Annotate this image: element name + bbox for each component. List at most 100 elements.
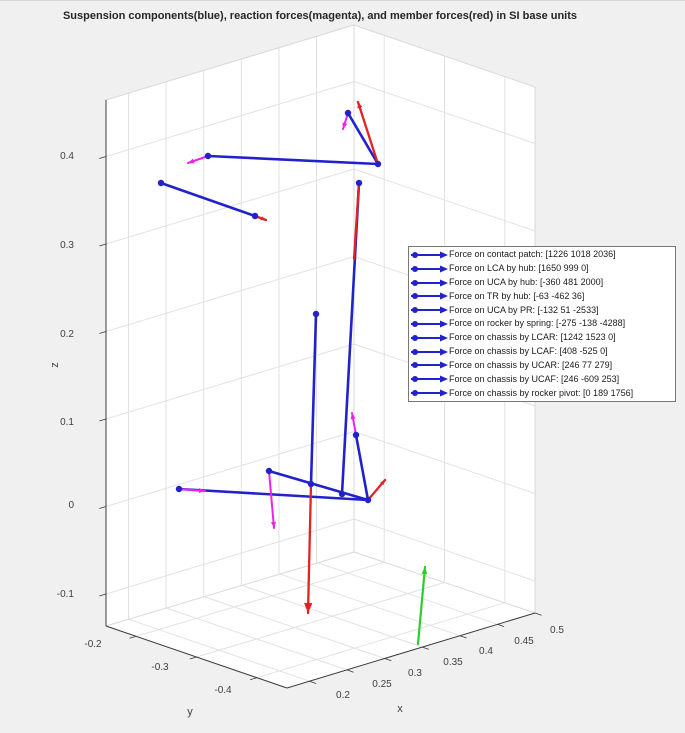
member-force-arrow-head xyxy=(260,216,266,221)
legend-item-label: Force on chassis by UCAR: [246 77 279] xyxy=(449,359,613,370)
legend-quiver-sample xyxy=(411,292,448,300)
grid-line xyxy=(105,518,355,595)
tick-mark xyxy=(99,506,107,509)
y-tick-label: -0.2 xyxy=(84,639,102,650)
legend-item-label: Force on rocker by spring: [-275 -138 -4… xyxy=(449,318,626,329)
member-line xyxy=(267,469,370,502)
z-tick-label: -0.1 xyxy=(57,589,75,600)
z-tick-label: 0.3 xyxy=(60,240,74,251)
grid-line xyxy=(105,81,355,157)
legend-item-label: Force on UCA by PR: [-132 51 -2533] xyxy=(449,304,599,315)
reaction-force-arrow-head xyxy=(198,488,205,494)
tick-mark xyxy=(384,658,392,662)
legend-quiver-sample xyxy=(411,389,448,397)
tick-mark xyxy=(99,243,107,247)
contact-normal-arrow xyxy=(416,565,427,646)
member-line xyxy=(177,487,370,502)
x-tick-label: 0.35 xyxy=(443,657,463,668)
axes-back-edge xyxy=(353,24,536,88)
joint-dot xyxy=(338,490,346,498)
legend-item-label: Force on LCA by hub: [1650 999 0] xyxy=(449,263,589,274)
tick-mark xyxy=(129,635,137,639)
tick-mark xyxy=(99,418,107,422)
legend-item-label: Force on UCA by hub: [-360 481 2000] xyxy=(449,277,604,288)
joint-dot xyxy=(265,467,273,475)
legend-quiver-sample xyxy=(411,306,448,314)
legend-item-label: Force on chassis by rocker pivot: [0 189… xyxy=(449,387,634,398)
grid-line xyxy=(128,618,310,682)
joint-dot xyxy=(312,310,320,318)
legend[interactable]: Force on contact patch: [1226 1018 2036]… xyxy=(408,246,676,402)
legend-item[interactable]: Force on UCA by PR: [-132 51 -2533] xyxy=(409,304,675,317)
legend-item[interactable]: Force on chassis by rocker pivot: [0 189… xyxy=(409,387,675,400)
legend-item[interactable]: Force on UCA by hub: [-360 481 2000] xyxy=(409,276,675,289)
legend-quiver-sample xyxy=(411,348,448,356)
tick-mark xyxy=(534,612,542,616)
joint-dot xyxy=(352,431,360,439)
x-tick-label: 0.4 xyxy=(479,646,493,657)
z-tick-label: 0 xyxy=(68,500,74,511)
member-force-arrow xyxy=(352,181,361,261)
legend-item-label: Force on contact patch: [1226 1018 2036] xyxy=(449,249,616,260)
legend-item[interactable]: Force on chassis by UCAR: [246 77 279] xyxy=(409,359,675,372)
grid-line xyxy=(353,518,536,582)
legend-quiver-sample xyxy=(411,334,448,342)
legend-quiver-sample xyxy=(411,361,448,369)
grid-line xyxy=(256,602,505,679)
z-tick-label: 0.2 xyxy=(60,329,74,340)
member-line xyxy=(354,433,370,502)
joint-dot xyxy=(374,160,382,168)
reaction-force-arrow-head xyxy=(270,521,276,528)
grid-line xyxy=(316,561,498,625)
reaction-force-arrow-head xyxy=(188,158,195,164)
axes-edge xyxy=(286,612,536,689)
legend-item[interactable]: Force on chassis by LCAR: [1242 1523 0] xyxy=(409,331,675,344)
tick-mark xyxy=(99,593,107,597)
grid-line xyxy=(105,343,355,420)
member-line xyxy=(206,154,380,166)
z-tick-label: 0.1 xyxy=(60,417,74,428)
chart-title: Suspension components(blue), reaction fo… xyxy=(62,10,578,22)
legend-item[interactable]: Force on chassis by LCAF: [408 -525 0] xyxy=(409,345,675,358)
tick-mark xyxy=(189,656,197,660)
legend-item[interactable]: Force on contact patch: [1226 1018 2036] xyxy=(409,248,675,261)
legend-quiver-sample xyxy=(411,265,448,273)
tick-mark xyxy=(309,680,317,684)
x-tick-label: 0.2 xyxy=(336,690,350,701)
member-line xyxy=(346,111,380,166)
joint-dot xyxy=(175,485,183,493)
grid-line xyxy=(203,596,385,659)
joint-dot xyxy=(355,179,363,187)
y-tick-label: -0.3 xyxy=(151,662,169,673)
grid-line xyxy=(136,561,385,637)
member-line xyxy=(159,181,257,218)
tick-mark xyxy=(99,331,107,334)
tick-mark xyxy=(459,635,467,639)
tick-mark xyxy=(249,677,257,681)
x-tick-label: 0.5 xyxy=(550,625,564,636)
axes-back-edge xyxy=(353,551,536,614)
legend-item-label: Force on chassis by UCAF: [246 -609 253] xyxy=(449,373,620,384)
legend-item[interactable]: Force on rocker by spring: [-275 -138 -4… xyxy=(409,317,675,330)
x-tick-label: 0.45 xyxy=(514,636,534,647)
legend-quiver-sample xyxy=(411,320,448,328)
legend-quiver-sample xyxy=(411,279,448,287)
member-force-arrow-head xyxy=(357,102,363,109)
y-axis-label: y xyxy=(187,706,193,718)
axes-box xyxy=(106,25,535,688)
reaction-force-arrow-head xyxy=(350,413,356,420)
legend-item[interactable]: Force on TR by hub: [-63 -462 36] xyxy=(409,290,675,303)
joint-dot xyxy=(364,496,372,504)
z-tick-label: 0.4 xyxy=(60,151,74,162)
joint-dot xyxy=(344,109,352,117)
legend-item[interactable]: Force on chassis by UCAF: [246 -609 253] xyxy=(409,373,675,386)
legend-item[interactable]: Force on LCA by hub: [1650 999 0] xyxy=(409,262,675,275)
tick-mark xyxy=(422,646,430,650)
legend-item-label: Force on chassis by LCAR: [1242 1523 0] xyxy=(449,332,616,343)
joint-dot xyxy=(251,212,259,220)
grid-line xyxy=(165,607,348,671)
tick-mark xyxy=(497,623,505,627)
tick-mark xyxy=(99,156,107,159)
